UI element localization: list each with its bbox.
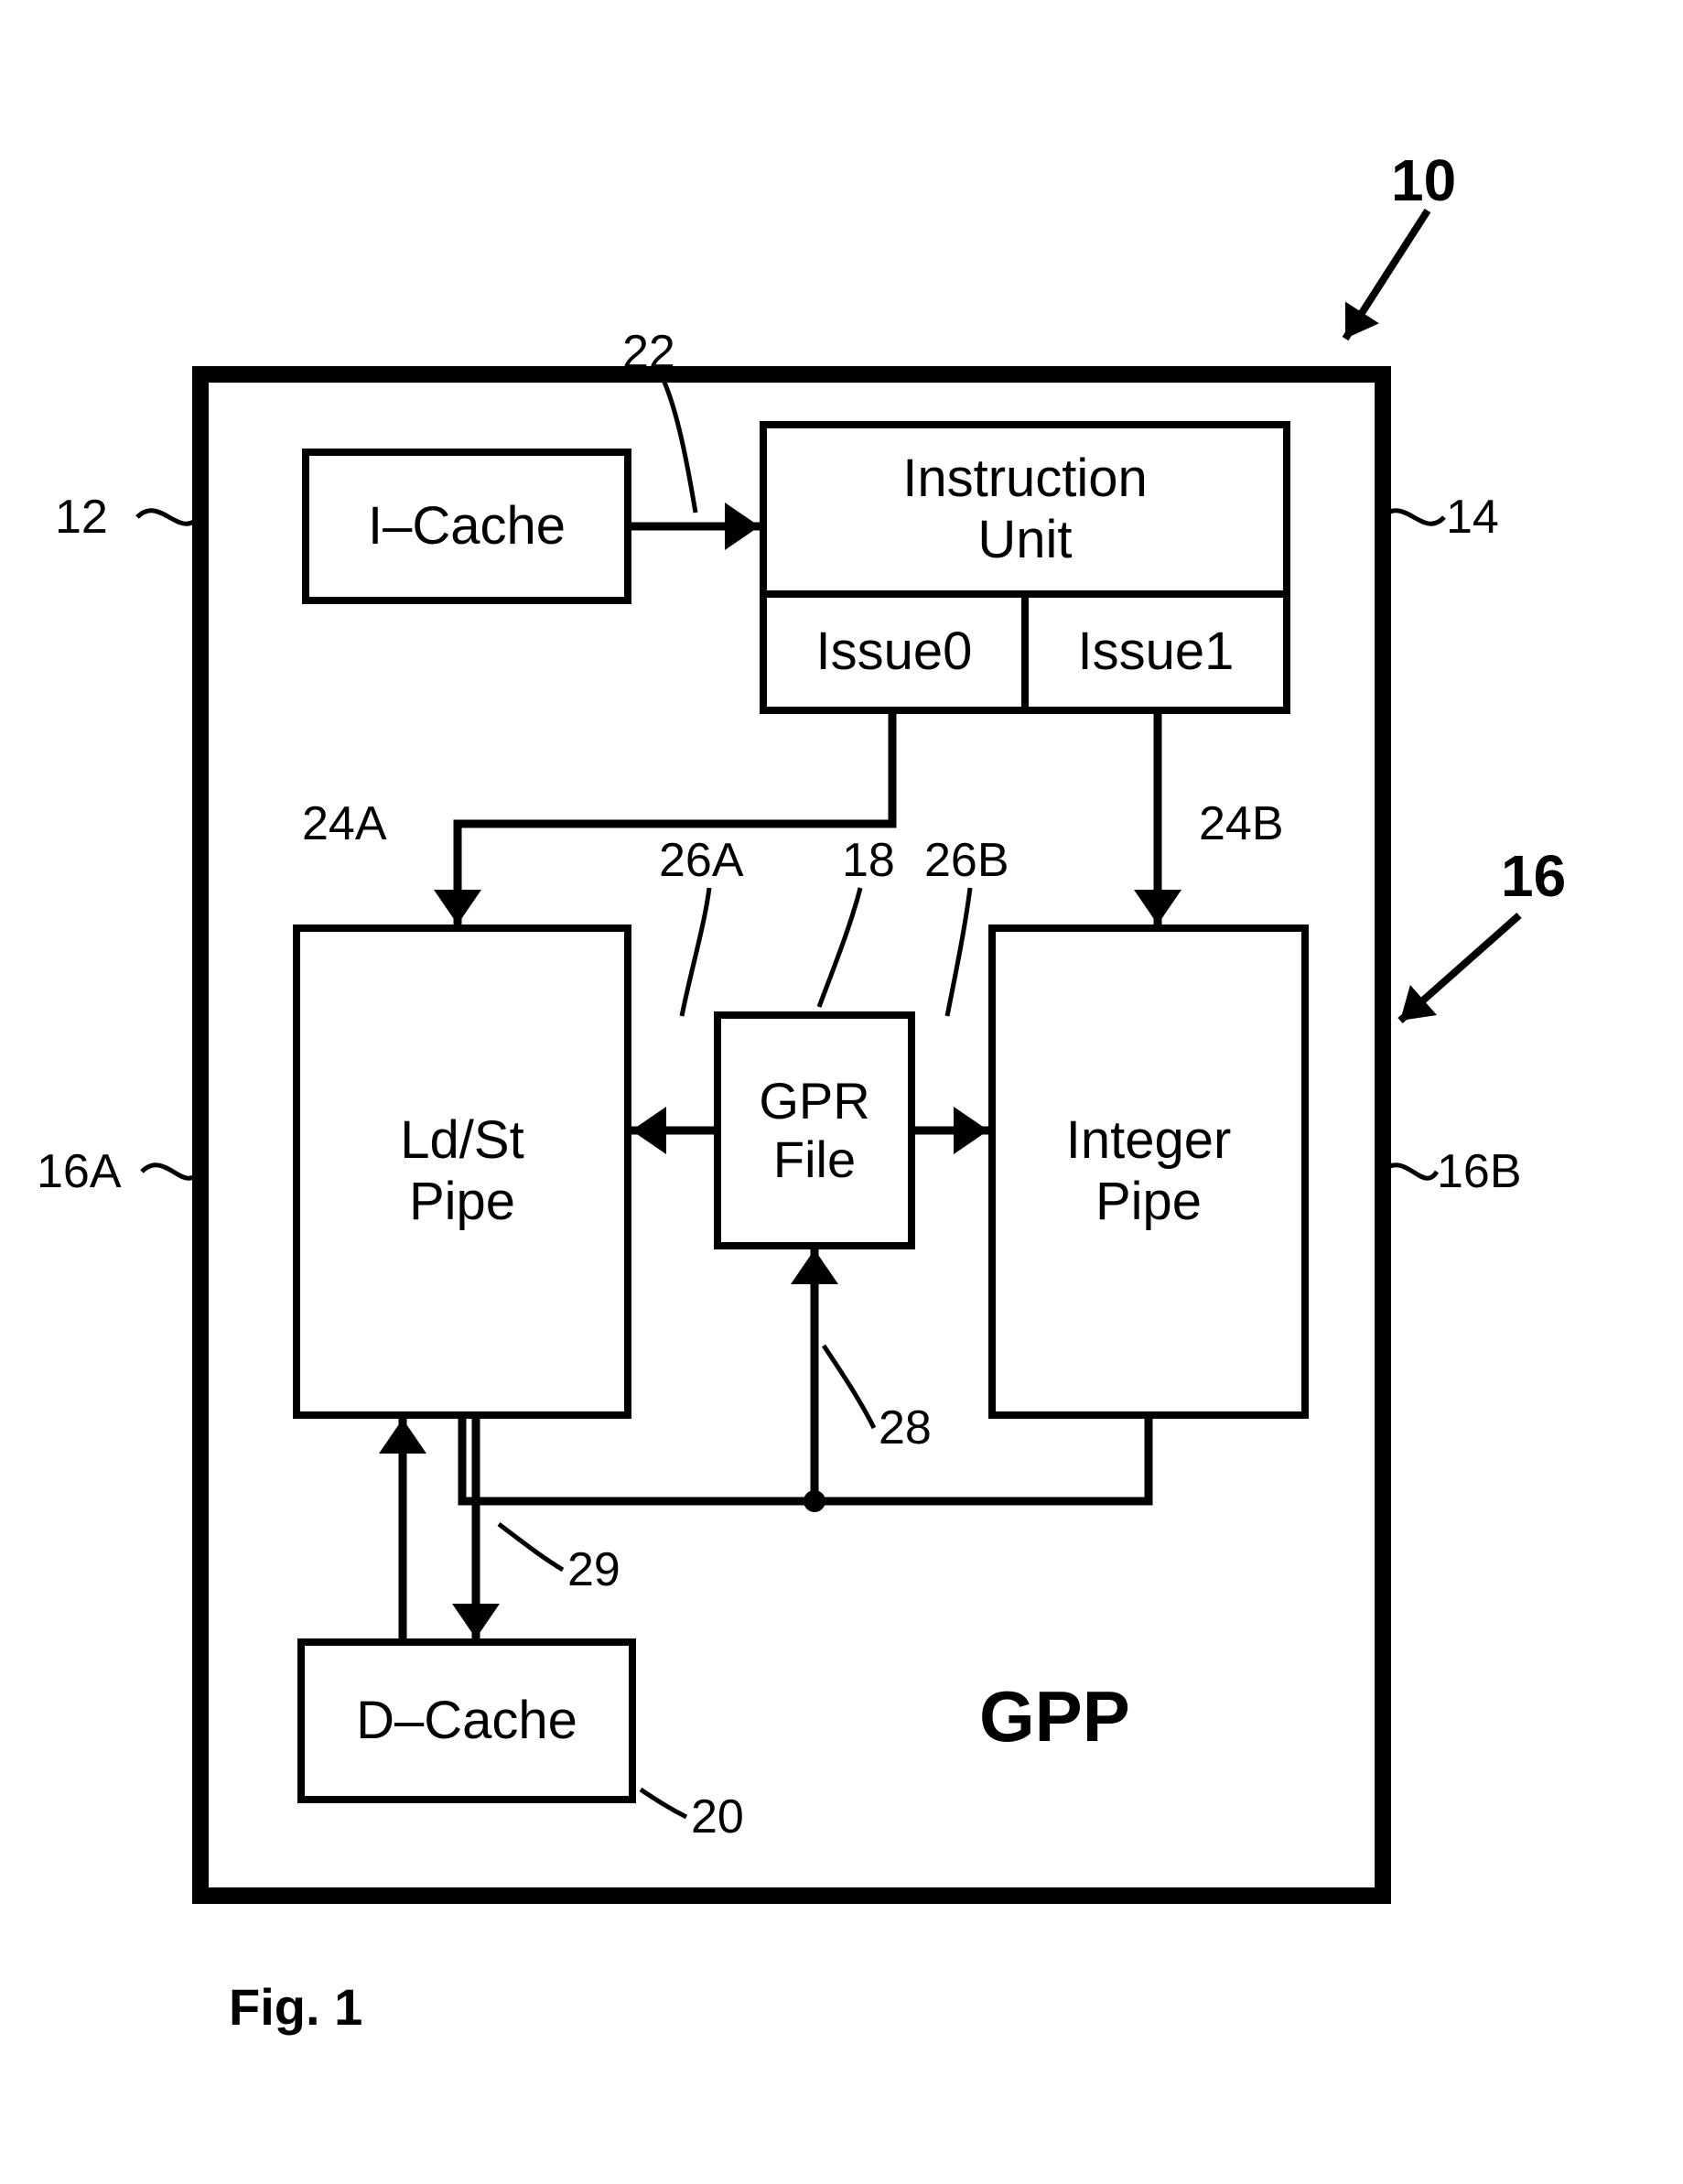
ref-12: 12 bbox=[55, 490, 108, 545]
instruction-unit-label: Instruction Unit bbox=[902, 449, 1148, 570]
issue1-cell: Issue1 bbox=[1029, 598, 1283, 707]
dcache-label: D–Cache bbox=[356, 1691, 577, 1752]
ref-26B: 26B bbox=[924, 833, 1009, 888]
ldst-label: Ld/St Pipe bbox=[400, 1110, 523, 1232]
icache-label: I–Cache bbox=[368, 496, 566, 557]
ref-20: 20 bbox=[691, 1789, 744, 1844]
ref-24B: 24B bbox=[1199, 796, 1284, 851]
gpp-label: GPP bbox=[979, 1675, 1130, 1758]
ref-28: 28 bbox=[879, 1400, 932, 1455]
issue0-label: Issue0 bbox=[816, 622, 973, 683]
figure-canvas: I–Cache Instruction Unit Issue0 Issue1 L… bbox=[0, 0, 1683, 2184]
gpr-file-block: GPR File bbox=[714, 1011, 915, 1249]
dcache-block: D–Cache bbox=[297, 1638, 636, 1803]
icache-block: I–Cache bbox=[302, 449, 631, 604]
ref-22: 22 bbox=[622, 325, 675, 380]
issue1-label: Issue1 bbox=[1078, 622, 1235, 683]
gpr-label: GPR File bbox=[759, 1072, 869, 1190]
ref-16B: 16B bbox=[1437, 1144, 1522, 1199]
integer-pipe-block: Integer Pipe bbox=[988, 924, 1309, 1419]
issue0-cell: Issue0 bbox=[767, 598, 1021, 707]
ref-14: 14 bbox=[1446, 490, 1499, 545]
intpipe-label: Integer Pipe bbox=[1066, 1110, 1232, 1232]
ref-26A: 26A bbox=[659, 833, 744, 888]
ldst-pipe-block: Ld/St Pipe bbox=[293, 924, 631, 1419]
figure-caption: Fig. 1 bbox=[229, 1977, 362, 2037]
instruction-unit-divider-v bbox=[1021, 590, 1029, 714]
ref-29: 29 bbox=[567, 1542, 620, 1597]
ref-18: 18 bbox=[842, 833, 895, 888]
instruction-unit-top: Instruction Unit bbox=[767, 428, 1283, 590]
ref-10: 10 bbox=[1391, 146, 1456, 214]
ref-24A: 24A bbox=[302, 796, 387, 851]
ref-16A: 16A bbox=[37, 1144, 122, 1199]
ref-16: 16 bbox=[1501, 842, 1566, 910]
